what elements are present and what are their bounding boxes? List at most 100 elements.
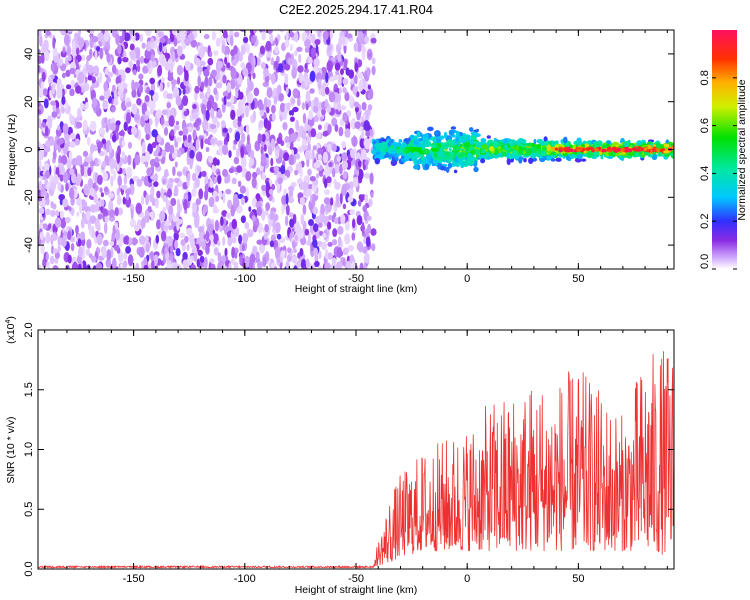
heatmap-cell — [86, 136, 91, 146]
heatmap-cell — [361, 221, 365, 234]
heatmap-cell — [424, 163, 430, 170]
heatmap-cell — [175, 95, 182, 107]
heatmap-cell — [342, 78, 349, 86]
heatmap-cell — [240, 62, 246, 69]
heatmap-cell — [159, 210, 166, 222]
heatmap-cell — [111, 106, 116, 113]
heatmap-cell — [56, 87, 63, 99]
y-tick-label: 1.0 — [23, 442, 35, 457]
heatmap-cell — [320, 89, 326, 97]
x-tick-label: -100 — [234, 573, 256, 585]
heatmap-cell — [363, 30, 367, 33]
heatmap-cell — [222, 127, 228, 133]
heatmap-cell — [43, 88, 48, 97]
heatmap-cell — [80, 54, 86, 62]
heatmap-cell — [50, 74, 55, 80]
heatmap-cell — [166, 219, 170, 227]
heatmap-cell — [144, 110, 151, 116]
heatmap-cell — [301, 80, 305, 89]
heatmap-cell — [40, 67, 44, 74]
heatmap-cell — [238, 234, 243, 245]
heatmap-cell — [337, 236, 342, 247]
heatmap-cell — [192, 129, 197, 140]
heatmap-cell — [52, 150, 57, 160]
heatmap-cell — [528, 157, 534, 164]
heatmap-cell — [166, 263, 172, 269]
heatmap-cell — [61, 155, 68, 165]
heatmap-cell — [106, 23, 113, 28]
heatmap-cell — [288, 185, 295, 192]
heatmap-cell — [387, 142, 392, 147]
heatmap-cell — [195, 118, 202, 125]
heatmap-cell — [581, 148, 586, 152]
heatmap-cell — [170, 129, 175, 137]
heatmap-cell — [298, 146, 304, 153]
heatmap-cell — [251, 176, 257, 189]
heatmap-cell — [256, 167, 261, 176]
heatmap-cell — [222, 74, 227, 84]
y-tick-label: 0.5 — [23, 502, 35, 517]
heatmap-cell — [94, 50, 98, 60]
heatmap-cell — [252, 245, 258, 254]
heatmap-cell — [284, 136, 290, 144]
heatmap-cell — [205, 109, 210, 122]
heatmap-cell — [240, 157, 247, 169]
heatmap-cell — [131, 126, 137, 136]
heatmap-cell — [145, 215, 150, 223]
heatmap-cell — [546, 144, 552, 151]
heatmap-cell — [221, 120, 226, 128]
heatmap-cell — [182, 259, 189, 269]
heatmap-cell — [269, 33, 274, 45]
heatmap-cell — [342, 203, 347, 210]
heatmap-cell — [469, 146, 475, 151]
heatmap-cell — [431, 146, 438, 152]
heatmap-cell — [112, 257, 117, 269]
heatmap-cell — [243, 36, 249, 44]
heatmap-cell — [310, 47, 317, 58]
x-tick-label: -150 — [123, 273, 145, 285]
heatmap-cell — [217, 108, 222, 119]
heatmap-cell — [215, 37, 221, 48]
heatmap-cell — [104, 48, 109, 56]
heatmap-cell — [241, 132, 246, 143]
heatmap-cell — [51, 233, 58, 241]
heatmap-cell — [231, 59, 237, 67]
heatmap-cell — [334, 62, 341, 71]
y-tick-label: 1.5 — [23, 382, 35, 397]
heatmap-cell — [222, 168, 228, 177]
heatmap-cell — [58, 194, 65, 201]
heatmap-cell — [156, 219, 161, 230]
heatmap-cell — [82, 150, 89, 157]
heatmap-cell — [89, 204, 96, 213]
heatmap-cell — [110, 175, 114, 187]
heatmap-cell — [305, 103, 309, 111]
heatmap-cell — [293, 248, 297, 254]
heatmap-cell — [225, 101, 232, 107]
heatmap-cell — [259, 45, 265, 55]
heatmap-cell — [160, 230, 167, 242]
heatmap-cell — [363, 172, 371, 179]
heatmap-cell — [122, 57, 129, 63]
heatmap-cell — [299, 197, 305, 206]
heatmap-cell — [287, 57, 293, 66]
heatmap-cell — [56, 138, 63, 146]
heatmap-cell — [550, 151, 557, 156]
heatmap-cell — [115, 120, 121, 126]
heatmap-cell — [279, 30, 285, 33]
heatmap-cell — [183, 199, 188, 211]
heatmap-cell — [307, 233, 311, 244]
heatmap-cell — [379, 146, 385, 153]
heatmap-cell — [273, 60, 279, 69]
heatmap-cell — [291, 256, 297, 263]
heatmap-cell — [69, 168, 75, 176]
heatmap-cell — [79, 202, 83, 215]
heatmap-cell — [86, 55, 91, 62]
heatmap-cell — [87, 219, 91, 231]
heatmap-cell — [213, 247, 219, 256]
heatmap-cell — [245, 171, 252, 182]
heatmap-cell — [310, 34, 316, 44]
heatmap-cell — [341, 152, 348, 162]
heatmap-cell — [223, 95, 227, 106]
heatmap-cell — [347, 245, 355, 252]
